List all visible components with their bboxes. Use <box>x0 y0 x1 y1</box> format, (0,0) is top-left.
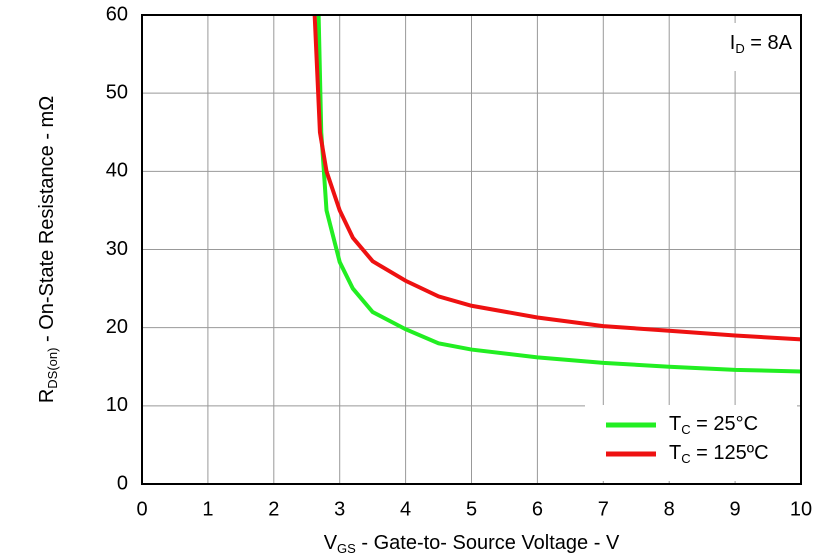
legend-label-rest: = 125ºC <box>691 442 769 464</box>
x-axis-label: VGS - Gate-to- Source Voltage - V <box>324 532 620 556</box>
legend-label-sub: C <box>681 451 690 466</box>
y-axis-label-base: R <box>36 389 58 403</box>
line <box>312 14 802 342</box>
x-tick-label: 1 <box>202 498 213 520</box>
y-axis-label-rest: - On-State Resistance - mΩ <box>36 96 58 348</box>
annotation-base: I <box>730 32 736 54</box>
annotation-rest: = 8A <box>745 32 793 54</box>
y-tick-label: 10 <box>106 394 128 416</box>
y-tick-label: 30 <box>106 238 128 260</box>
x-tick-label: 6 <box>532 498 543 520</box>
x-tick-label: 8 <box>664 498 675 520</box>
y-axis-label-sub: DS(on) <box>45 348 60 389</box>
line <box>316 14 802 374</box>
x-tick-label: 0 <box>136 498 147 520</box>
x-tick-label: 2 <box>268 498 279 520</box>
y-tick-label: 50 <box>106 81 128 103</box>
y-tick-label: 40 <box>106 160 128 182</box>
legend-box <box>585 405 797 481</box>
annotation: ID = 8A <box>730 32 793 56</box>
x-tick-label: 9 <box>730 498 741 520</box>
legend-label-base: T <box>669 413 681 435</box>
legend-label: TC = 25°C <box>669 413 758 437</box>
x-axis-label-base: V <box>324 532 338 554</box>
x-tick-label: 5 <box>466 498 477 520</box>
x-tick-label: 7 <box>598 498 609 520</box>
legend-label: TC = 125ºC <box>669 442 769 466</box>
annotation-box <box>700 23 797 71</box>
legend-label-base: T <box>669 442 681 464</box>
plot-frame <box>141 14 802 485</box>
y-tick-label: 20 <box>106 316 128 338</box>
legend-label-rest: = 25°C <box>691 413 758 435</box>
y-axis-label: RDS(on) - On-State Resistance - mΩ <box>36 96 60 403</box>
x-tick-label: 10 <box>790 498 812 520</box>
y-tick-label: 0 <box>117 472 128 494</box>
y-tick-label: 60 <box>106 3 128 25</box>
x-tick-label: 3 <box>334 498 345 520</box>
x-axis-label-rest: - Gate-to- Source Voltage - V <box>356 532 620 554</box>
x-axis-label-sub: GS <box>337 541 356 556</box>
legend-label-sub: C <box>681 422 690 437</box>
annotation-sub: D <box>735 41 744 56</box>
x-tick-label: 4 <box>400 498 411 520</box>
